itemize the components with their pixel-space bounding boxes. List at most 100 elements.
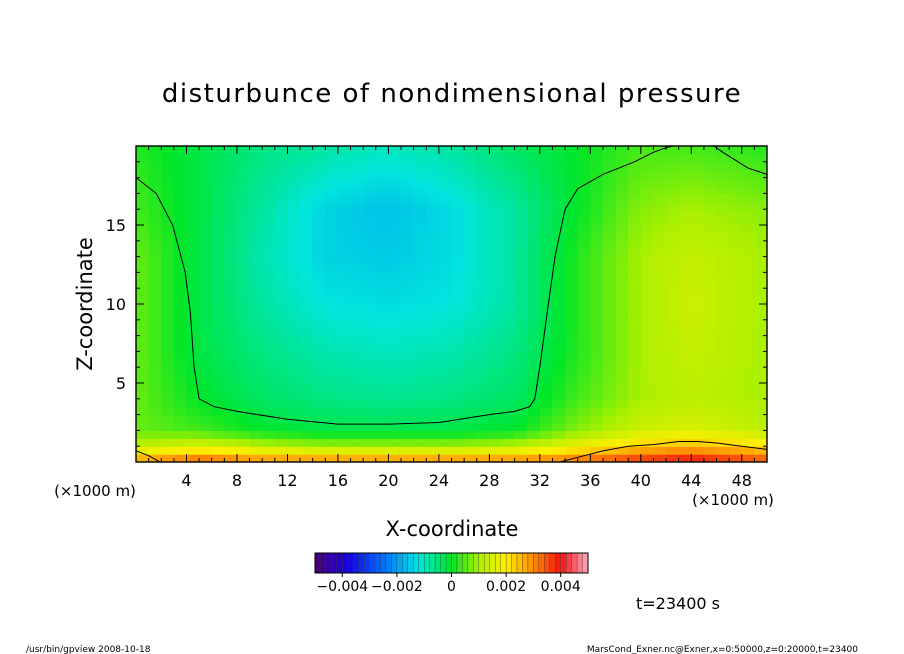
heatmap-cell — [703, 201, 718, 210]
heatmap-cell — [199, 217, 213, 226]
heatmap-cell — [438, 288, 453, 297]
heatmap-cell — [640, 201, 655, 210]
heatmap-cell — [552, 414, 566, 424]
heatmap-cell — [640, 264, 655, 273]
heatmap-cell — [236, 264, 251, 273]
heatmap-cell — [287, 438, 301, 447]
heatmap-cell — [300, 193, 314, 202]
heatmap-cell — [653, 438, 667, 447]
heatmap-cell — [199, 454, 213, 462]
heatmap-cell — [363, 146, 377, 155]
heatmap-cell — [199, 296, 213, 305]
heatmap-cell — [514, 367, 528, 376]
heatmap-cell — [565, 161, 579, 171]
heatmap-cell — [426, 359, 440, 368]
heatmap-cell — [552, 193, 566, 202]
heatmap-cell — [325, 161, 339, 171]
heatmap-cell — [539, 359, 554, 368]
heatmap-cell — [539, 335, 554, 345]
heatmap-cell — [413, 177, 427, 187]
heatmap-cell — [224, 422, 238, 431]
heatmap-cell — [401, 193, 415, 202]
heatmap-cell — [312, 398, 326, 408]
heatmap-cell — [678, 383, 692, 392]
heatmap-cell — [464, 248, 478, 258]
heatmap-cell — [527, 169, 541, 179]
heatmap-cell — [476, 304, 490, 313]
heatmap-cell — [716, 296, 730, 305]
heatmap-cell — [426, 438, 440, 447]
heatmap-cell — [173, 209, 188, 218]
heatmap-cell — [363, 153, 377, 163]
heatmap-cell — [602, 217, 617, 226]
heatmap-cell — [451, 256, 465, 266]
heatmap-cell — [300, 422, 314, 431]
heatmap-cell — [186, 406, 200, 416]
heatmap-cell — [300, 288, 314, 297]
heatmap-cell — [173, 343, 188, 352]
heatmap-cell — [312, 446, 326, 455]
heatmap-cell — [464, 398, 478, 408]
heatmap-cell — [577, 296, 591, 305]
heatmap-cell — [287, 161, 301, 171]
heatmap-cell — [401, 272, 415, 281]
colorbar-cell — [445, 552, 452, 574]
heatmap-cell — [552, 225, 566, 234]
heatmap-cell — [224, 446, 238, 455]
heatmap-cell — [236, 217, 251, 226]
heatmap-cell — [249, 351, 263, 360]
colorbar-cell — [522, 552, 529, 574]
heatmap-cell — [678, 232, 692, 242]
heatmap-cell — [199, 232, 213, 242]
heatmap-cell — [136, 398, 150, 408]
heatmap-cell — [161, 304, 175, 313]
heatmap-cell — [136, 177, 150, 187]
heatmap-cell — [678, 422, 692, 431]
heatmap-cell — [148, 201, 162, 210]
heatmap-cell — [476, 359, 490, 368]
heatmap-cell — [552, 311, 566, 321]
heatmap-cell — [716, 185, 730, 194]
heatmap-cell — [615, 264, 629, 273]
heatmap-cell — [653, 153, 667, 163]
heatmap-cell — [325, 351, 339, 360]
heatmap-cell — [640, 232, 655, 242]
heatmap-cell — [426, 390, 440, 400]
heatmap-cell — [173, 414, 188, 424]
heatmap-cell — [262, 390, 276, 400]
heatmap-cell — [527, 335, 541, 345]
heatmap-cell — [501, 217, 516, 226]
heatmap-cell — [514, 454, 528, 462]
heatmap-cell — [729, 201, 743, 210]
heatmap-cell — [476, 438, 490, 447]
heatmap-cell — [401, 185, 415, 194]
heatmap-cell — [754, 169, 767, 179]
heatmap-cell — [262, 248, 276, 258]
heatmap-cell — [388, 288, 402, 297]
heatmap-cell — [186, 248, 200, 258]
heatmap-cell — [691, 248, 705, 258]
heatmap-cell — [375, 454, 389, 462]
heatmap-cell — [161, 272, 175, 281]
heatmap-cell — [514, 351, 528, 360]
heatmap-cell — [236, 390, 251, 400]
heatmap-cell — [590, 383, 604, 392]
heatmap-cell — [426, 177, 440, 187]
heatmap-cell — [413, 375, 427, 384]
heatmap-cell — [615, 406, 629, 416]
heatmap-cell — [640, 390, 655, 400]
colorbar-cell — [424, 552, 430, 574]
heatmap-cell — [211, 288, 225, 297]
heatmap-cell — [161, 146, 175, 155]
heatmap-cell — [161, 232, 175, 242]
heatmap-cell — [262, 359, 276, 368]
heatmap-cell — [350, 343, 364, 352]
heatmap-cell — [514, 422, 528, 431]
heatmap-cell — [729, 414, 743, 424]
heatmap-cell — [565, 430, 579, 439]
heatmap-cell — [678, 153, 692, 163]
heatmap-cell — [438, 446, 453, 455]
heatmap-cell — [565, 280, 579, 289]
colorbar-cell — [560, 552, 567, 574]
heatmap-cell — [464, 367, 478, 376]
